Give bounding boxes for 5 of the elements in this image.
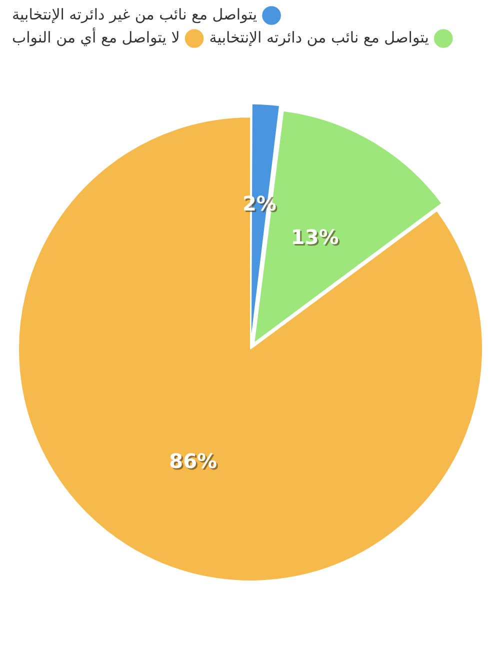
data-label: 13% xyxy=(292,226,340,251)
data-label: 86% xyxy=(170,450,219,475)
legend-label: يتواصل مع نائب من دائرته الإنتخابية xyxy=(209,28,429,46)
legend-label: لا يتواصل مع أي من النواب xyxy=(12,27,180,46)
legend-label: يتواصل مع نائب من غير دائرته الإنتخابية xyxy=(12,5,258,24)
